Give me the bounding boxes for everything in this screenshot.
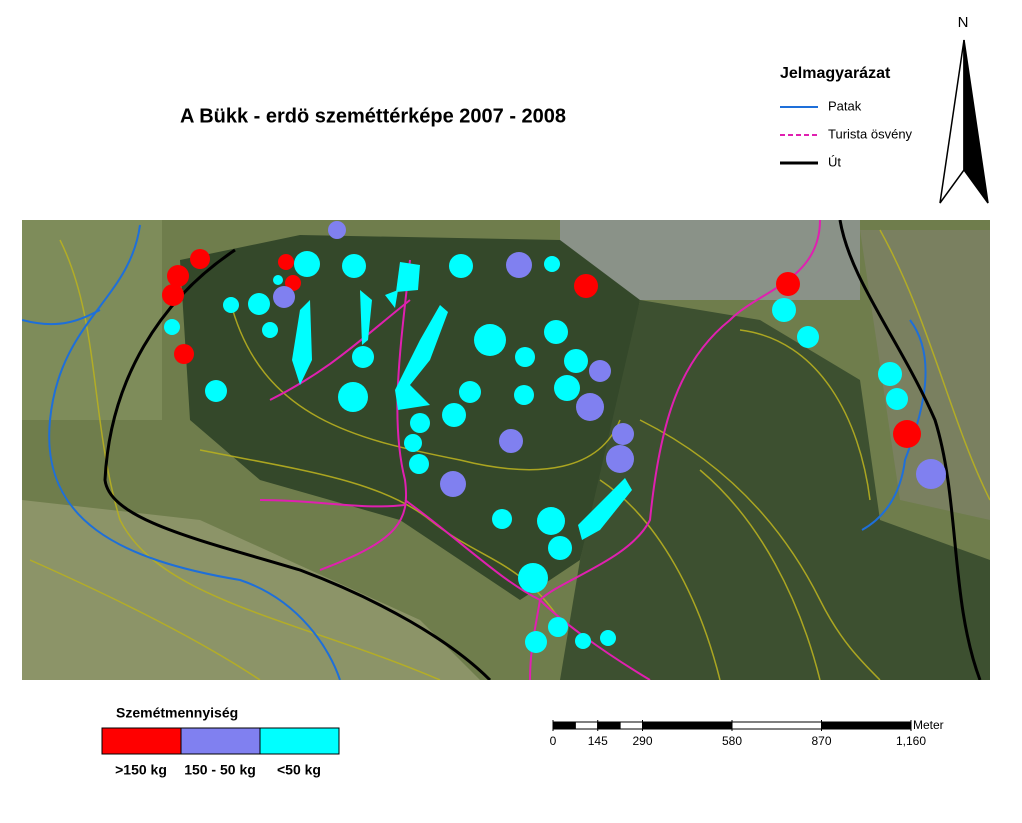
scale-segment	[642, 721, 733, 730]
legend-label: 150 - 50 kg	[184, 762, 256, 778]
legend-swatch	[180, 727, 261, 755]
waste-site	[409, 454, 429, 474]
waste-site	[612, 423, 634, 445]
legend-swatch	[101, 727, 182, 755]
waste-site	[294, 251, 320, 277]
waste-site	[190, 249, 210, 269]
waste-site	[525, 631, 547, 653]
scale-label: 1,160	[896, 734, 926, 748]
waste-site	[600, 630, 616, 646]
waste-site	[273, 286, 295, 308]
waste-site	[205, 380, 227, 402]
waste-site	[328, 221, 346, 239]
waste-site	[878, 362, 902, 386]
map-title: A Bükk - erdö szeméttérképe 2007 - 2008	[180, 105, 566, 127]
waste-site	[575, 633, 591, 649]
legend-label: >150 kg	[115, 762, 167, 778]
scale-label: 870	[811, 734, 831, 748]
scale-label: 145	[588, 734, 608, 748]
waste-site	[606, 445, 634, 473]
north-arrow: N	[939, 14, 989, 204]
waste-site	[506, 252, 532, 278]
waste-site	[514, 385, 534, 405]
waste-site	[548, 617, 568, 637]
scale-segment	[731, 721, 822, 730]
scale-segment	[574, 721, 599, 730]
legend-label: <50 kg	[277, 762, 321, 778]
waste-site	[589, 360, 611, 382]
waste-site	[574, 274, 598, 298]
scale-label: 0	[550, 734, 557, 748]
waste-legend: >150 kg 150 - 50 kg <50 kg	[101, 727, 340, 778]
waste-site	[548, 536, 572, 560]
waste-site	[167, 265, 189, 287]
waste-site	[893, 420, 921, 448]
waste-site	[352, 346, 374, 368]
waste-legend-title: Szemétmennyiség	[116, 705, 238, 721]
waste-site	[459, 381, 481, 403]
scale-label: 290	[632, 734, 652, 748]
waste-site	[223, 297, 239, 313]
waste-site	[776, 272, 800, 296]
waste-site	[518, 563, 548, 593]
waste-site	[174, 344, 194, 364]
waste-site	[499, 429, 523, 453]
waste-site	[162, 284, 184, 306]
waste-site	[440, 471, 466, 497]
scale-label: 580	[722, 734, 742, 748]
legend-label: Turista ösvény	[828, 126, 913, 141]
waste-site	[404, 434, 422, 452]
waste-site	[449, 254, 473, 278]
legend-label: Út	[828, 154, 841, 169]
waste-site	[537, 507, 565, 535]
waste-site	[285, 275, 301, 291]
waste-site	[442, 403, 466, 427]
scale-segment	[597, 721, 621, 730]
waste-sites	[162, 221, 946, 653]
scale-segment	[552, 721, 576, 730]
legend: Patak Turista ösvény Út	[780, 98, 913, 169]
legend-label: Patak	[828, 98, 862, 113]
scale-segment	[821, 721, 912, 730]
waste-site	[544, 256, 560, 272]
waste-site	[262, 322, 278, 338]
waste-site	[474, 324, 506, 356]
waste-site	[164, 319, 180, 335]
waste-site	[886, 388, 908, 410]
north-label: N	[958, 14, 969, 31]
waste-site	[273, 275, 283, 285]
legend-title: Jelmagyarázat	[780, 65, 891, 82]
waste-site	[564, 349, 588, 373]
waste-site	[492, 509, 512, 529]
waste-site	[554, 375, 580, 401]
aerial-map	[22, 220, 990, 680]
waste-site	[797, 326, 819, 348]
waste-site	[338, 382, 368, 412]
waste-site	[515, 347, 535, 367]
waste-site	[916, 459, 946, 489]
waste-site	[342, 254, 366, 278]
legend-swatch	[259, 727, 340, 755]
waste-site	[772, 298, 796, 322]
waste-site	[278, 254, 294, 270]
waste-site	[576, 393, 604, 421]
waste-site	[248, 293, 270, 315]
waste-site	[410, 413, 430, 433]
scale-segment	[619, 721, 643, 730]
waste-site	[544, 320, 568, 344]
scale-bar: 0 145 290 580 870 1,160 Meter	[550, 718, 944, 748]
scale-unit: Meter	[913, 718, 944, 732]
